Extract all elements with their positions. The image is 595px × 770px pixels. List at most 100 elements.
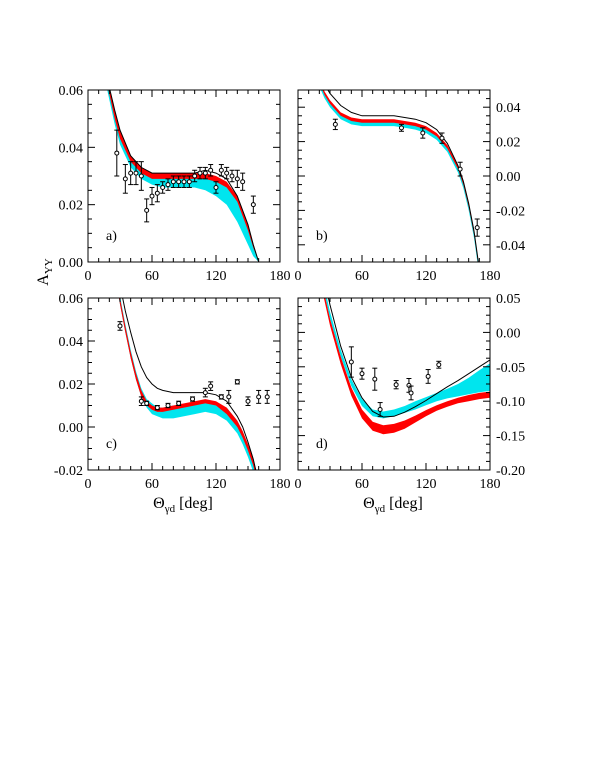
data-point <box>154 184 160 203</box>
y-tick-label: 0.02 <box>496 136 521 151</box>
panel-label: c) <box>106 437 117 452</box>
plot-area <box>107 90 260 262</box>
data-point <box>181 175 187 188</box>
data-point <box>436 360 442 369</box>
x-axis-label-left-unit: [deg] <box>175 495 213 512</box>
data-marker <box>186 179 192 185</box>
model-curve <box>109 90 260 262</box>
x-tick-label: 120 <box>416 477 437 492</box>
data-point <box>408 385 414 401</box>
y-tick-label: 0.04 <box>496 101 521 116</box>
data-marker <box>359 371 365 377</box>
data-point <box>256 389 262 404</box>
y-tick-label: -0.20 <box>496 464 525 479</box>
data-marker <box>208 383 214 389</box>
data-point <box>234 379 240 385</box>
y-tick-label: -0.02 <box>54 464 83 479</box>
cyan-band <box>325 298 490 419</box>
data-marker <box>197 170 203 176</box>
x-tick-label: 180 <box>480 269 501 284</box>
y-axis-label: AYY <box>35 258 55 286</box>
data-marker <box>224 170 230 176</box>
data-marker <box>117 323 123 329</box>
data-marker <box>138 398 144 404</box>
data-point <box>202 387 208 398</box>
y-tick-label: 0.00 <box>496 170 521 185</box>
data-marker <box>372 376 378 382</box>
x-axis-label-right: Θγd [deg] <box>363 495 423 515</box>
data-point <box>197 166 203 180</box>
data-marker <box>165 182 171 188</box>
x-tick-label: 60 <box>355 477 369 492</box>
y-tick-label: 0.04 <box>59 141 84 156</box>
data-point <box>202 166 208 180</box>
data-marker <box>154 405 160 411</box>
data-point <box>190 396 196 402</box>
y-tick-label: -0.15 <box>496 430 525 445</box>
data-marker <box>256 394 262 400</box>
data-point <box>154 405 160 411</box>
data-point <box>192 169 198 183</box>
data-point <box>213 181 219 194</box>
data-marker <box>264 394 270 400</box>
data-point <box>474 218 480 237</box>
panel-1: 0 60 120 180 -0.04 -0.02 0.00 0.02 0.04 b) <box>295 89 525 284</box>
y-axis-label-main: A <box>35 274 52 286</box>
data-point <box>149 186 155 206</box>
y-tick-label: 0.02 <box>59 378 84 393</box>
y-axis-label-sub: YY <box>43 258 55 274</box>
data-point <box>208 164 214 177</box>
data-point <box>439 132 445 144</box>
data-marker <box>165 403 171 408</box>
data-point <box>122 164 128 194</box>
data-point <box>332 118 338 131</box>
data-point <box>377 402 383 417</box>
data-marker <box>348 359 354 365</box>
data-point <box>144 198 150 223</box>
red-band <box>322 90 479 262</box>
data-marker <box>240 179 246 185</box>
y-tick-label: -0.02 <box>496 204 525 219</box>
y-tick-label: -0.04 <box>496 239 525 254</box>
data-point <box>176 400 182 406</box>
data-marker <box>457 166 463 172</box>
plot-area <box>323 298 490 435</box>
data-marker <box>420 130 426 136</box>
data-point <box>138 161 144 191</box>
y-tick-label: -0.05 <box>496 361 525 376</box>
y-tick-label: 0.06 <box>59 292 84 307</box>
data-marker <box>190 396 196 402</box>
x-tick-label: 60 <box>145 477 159 492</box>
plot-area <box>320 90 480 262</box>
x-tick-label: 120 <box>206 269 227 284</box>
data-marker <box>377 406 383 412</box>
data-point <box>186 175 192 188</box>
panel-0: 0 60 120 180 0.00 0.02 0.04 0.06 a) <box>59 84 291 284</box>
data-marker <box>160 184 166 190</box>
data-point <box>425 369 431 384</box>
data-marker <box>133 170 139 176</box>
data-marker <box>144 400 150 406</box>
data-point <box>245 396 251 406</box>
y-tick-label: 0.00 <box>496 326 521 341</box>
data-marker <box>439 135 445 141</box>
panel-label: b) <box>316 229 328 244</box>
data-marker <box>154 190 160 196</box>
data-marker <box>393 382 399 388</box>
data-point <box>165 402 171 409</box>
model-curve <box>327 90 479 262</box>
data-marker <box>398 125 404 131</box>
data-point <box>117 321 123 331</box>
y-tick-label: 0.05 <box>496 292 521 307</box>
data-marker <box>218 394 224 400</box>
x-axis-label-left-main: Θ <box>153 495 165 512</box>
data-marker <box>226 394 232 400</box>
y-tick-label: 0.04 <box>59 335 84 350</box>
data-point <box>348 346 354 378</box>
x-tick-label: 180 <box>480 477 501 492</box>
data-marker <box>213 184 219 190</box>
y-tick-label: -0.10 <box>496 395 525 410</box>
data-point <box>240 172 246 191</box>
model-curve <box>122 298 257 470</box>
